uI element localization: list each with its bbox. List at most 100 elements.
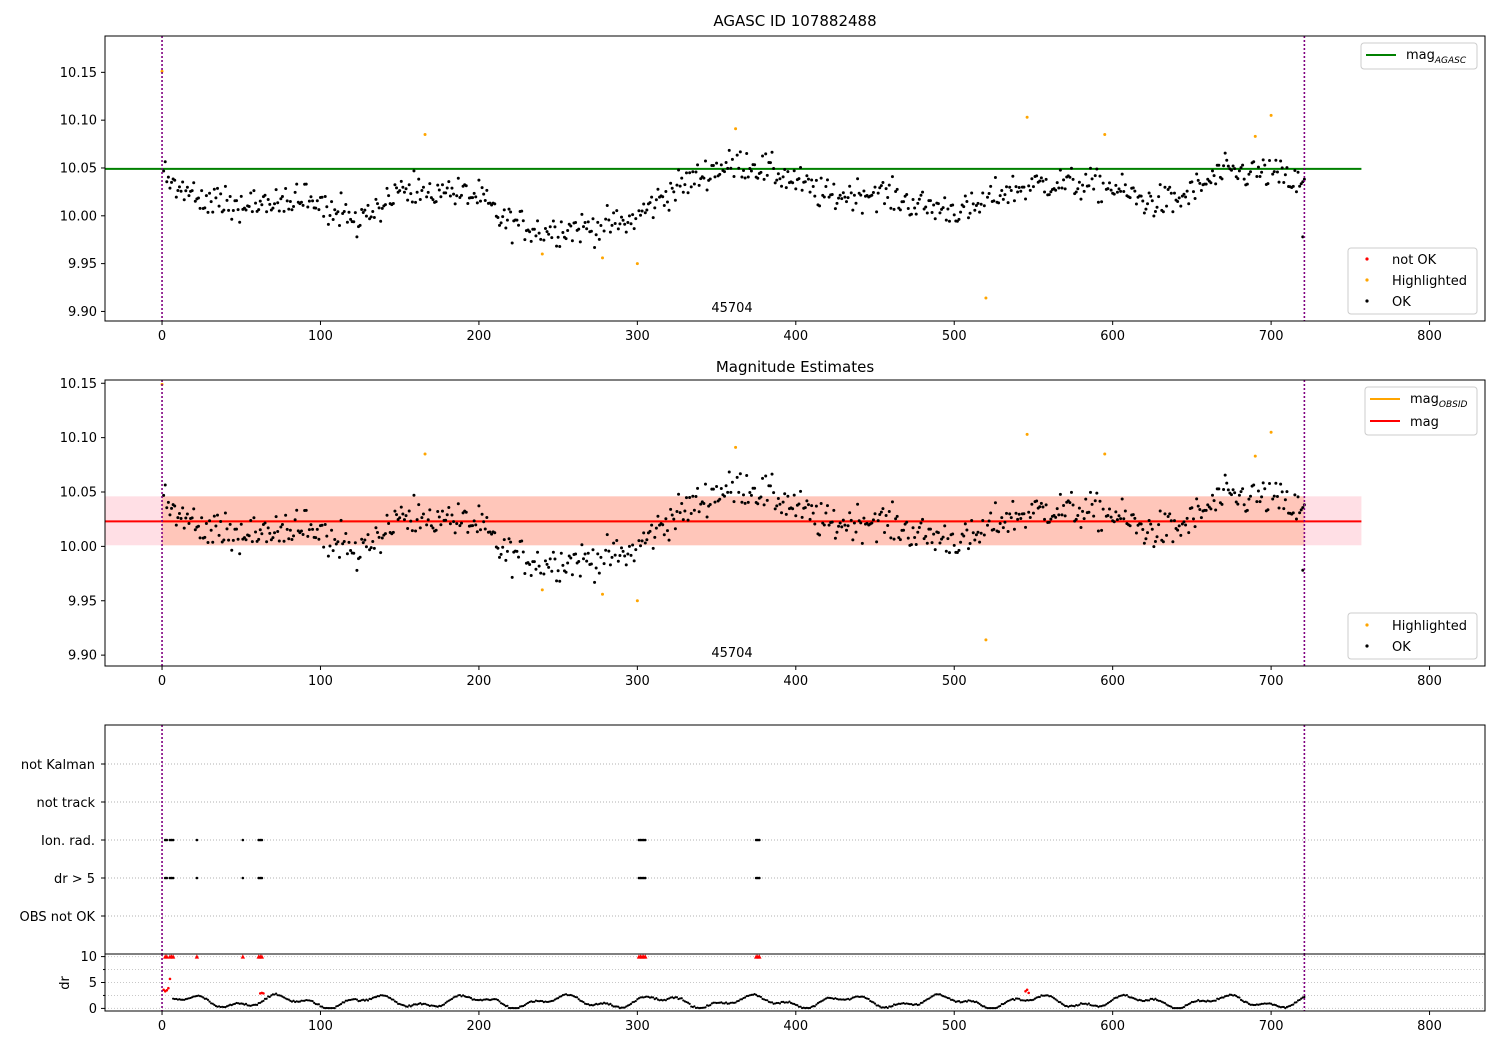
ok-point (366, 533, 370, 537)
dr-point (1148, 999, 1151, 1002)
dr-point (450, 997, 454, 1001)
ok-point (722, 494, 726, 498)
ok-point (724, 161, 728, 165)
ok-point (825, 178, 829, 182)
ok-point (532, 227, 536, 231)
dr-point (1220, 996, 1224, 999)
dr-point (897, 1002, 900, 1005)
ok-point (561, 231, 565, 235)
ok-point (407, 509, 411, 513)
dr-point (1149, 997, 1152, 1000)
ok-point (786, 494, 790, 498)
ok-point (1117, 187, 1121, 191)
ok-point (1019, 189, 1023, 193)
ok-point (624, 563, 628, 567)
ok-point (722, 170, 726, 174)
dr-point (910, 1003, 913, 1006)
ok-point (811, 511, 815, 515)
dr-point (517, 1006, 520, 1010)
ok-point (1277, 180, 1281, 184)
ok-point (198, 206, 202, 210)
ok-point (1279, 482, 1283, 486)
ok-point (846, 524, 850, 528)
ok-point (689, 185, 693, 189)
dr-point (957, 1000, 961, 1003)
panel-magnitude-title: Magnitude Estimates (716, 358, 874, 376)
ok-point (1011, 174, 1015, 178)
ok-point (1193, 525, 1197, 529)
ok-point (978, 210, 982, 214)
x-tick-label: 600 (1100, 329, 1125, 344)
ok-point (612, 541, 616, 545)
ok-point (1005, 511, 1009, 515)
ok-point (944, 218, 948, 222)
ok-point (1054, 515, 1058, 519)
dr-point (680, 997, 683, 1000)
ok-point (314, 206, 318, 210)
ok-point (371, 210, 375, 214)
ok-point (558, 579, 562, 583)
highlighted-point (423, 452, 427, 456)
ok-point (814, 504, 818, 508)
ok-point (458, 196, 462, 200)
ok-point (664, 190, 668, 194)
dr-point (1087, 1002, 1091, 1005)
dr-point (511, 1006, 514, 1010)
ok-point (729, 166, 733, 170)
ok-point (965, 528, 969, 532)
ok-point (761, 154, 765, 158)
ok-point (914, 542, 918, 546)
ok-point (206, 541, 210, 545)
ok-point (1100, 200, 1104, 204)
ok-point (645, 538, 649, 542)
ok-point (610, 555, 614, 559)
dr-point (981, 1005, 984, 1008)
dr-point (493, 998, 496, 1001)
ok-point (1024, 525, 1028, 529)
ok-point (1241, 487, 1245, 491)
ok-point (607, 549, 611, 553)
ok-point (304, 182, 308, 186)
dr-point (986, 1007, 989, 1010)
dr-point (837, 998, 840, 1001)
ok-point (597, 571, 601, 575)
dr-point (854, 995, 858, 998)
legend-ok-2: OK (1392, 640, 1411, 655)
ok-point (1210, 493, 1214, 497)
ok-point (689, 512, 693, 516)
ok-point (564, 237, 568, 241)
ok-point (162, 169, 166, 173)
dr-point (287, 998, 290, 1001)
panel-agasc-line-legend: magAGASC (1360, 42, 1478, 70)
ok-point (1195, 497, 1199, 501)
dr-point (222, 1005, 225, 1009)
ok-point (986, 195, 990, 199)
dr-point (392, 998, 395, 1001)
ok-point (1139, 522, 1143, 526)
ok-point (509, 540, 513, 544)
ok-point (448, 194, 452, 198)
ok-point (217, 533, 221, 537)
highlighted-point (600, 256, 604, 260)
ok-point (548, 557, 552, 561)
ok-point (536, 219, 540, 223)
x-tick-label: 700 (1259, 329, 1284, 344)
dr-point (587, 1003, 590, 1006)
ok-point (1274, 158, 1278, 162)
ok-point (292, 534, 296, 538)
ok-point (688, 171, 692, 175)
ok-point (364, 214, 368, 218)
ok-point (768, 484, 772, 488)
dr-point (1116, 996, 1119, 999)
ok-point (1035, 499, 1039, 503)
category-label: Ion. rad. (41, 834, 95, 849)
ok-point (193, 528, 197, 532)
dr-point (682, 999, 685, 1002)
dr-point (297, 1000, 300, 1003)
ok-point (1038, 505, 1042, 509)
ok-point (629, 553, 633, 557)
ok-point (1031, 185, 1035, 189)
ok-point (200, 516, 204, 520)
panel-magnitude-estimates: Magnitude Estimates 0 100 200 300 400 500 600 7… (60, 358, 1486, 689)
ok-point (242, 536, 246, 540)
